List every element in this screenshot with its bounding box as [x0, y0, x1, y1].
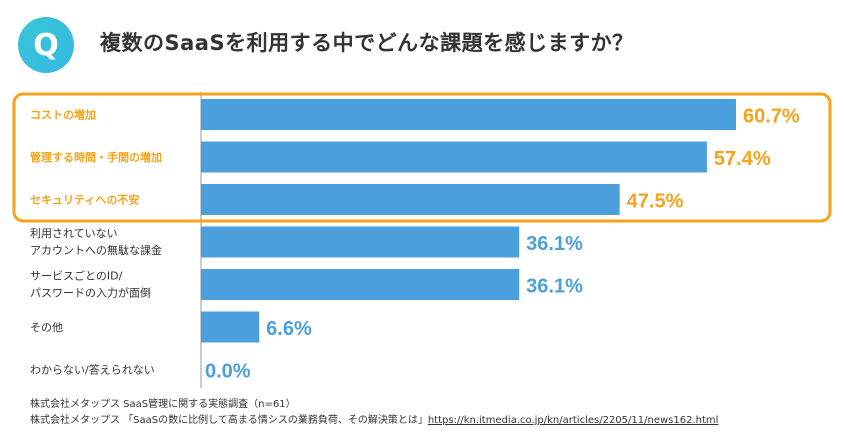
- highlight-box: [12, 92, 832, 223]
- category-label-3-line-0: 利用されていない: [30, 227, 118, 240]
- bar-4: [201, 269, 520, 300]
- bar-1: [201, 141, 707, 173]
- question-badge-letter: Q: [33, 27, 59, 63]
- footnote-survey: 株式会社メタップス SaaS管理に関する実態調査（n=61）: [30, 399, 296, 410]
- bar-2: [201, 184, 620, 215]
- bar-3: [201, 226, 520, 258]
- category-label-1: 管理する時間・手間の増加: [30, 150, 162, 164]
- value-label-2: 47.5%: [627, 191, 684, 213]
- value-label-3: 36.1%: [526, 233, 583, 255]
- question-badge: Q: [18, 17, 74, 73]
- question-title: 複数のSaaSを利用する中でどんな課題を感じますか？: [100, 31, 634, 55]
- value-label-6: 0.0%: [205, 361, 251, 383]
- value-label-5: 6.6%: [266, 318, 312, 340]
- category-label-2: セキュリティへの不安: [30, 193, 139, 207]
- bar-5: [201, 311, 260, 343]
- value-label-1: 57.4%: [714, 148, 771, 170]
- footnote-source: 株式会社メタップス 「SaaSの数に比例して高まる情シスの業務負荷、その解決策と…: [30, 411, 718, 426]
- category-label-0: コストの増加: [30, 108, 96, 122]
- value-label-0: 60.7%: [743, 106, 800, 128]
- category-label-6: わからない/答えられない: [30, 363, 155, 377]
- bar-chart: 60.7% コストの増加 57.4% 管理する時間・手間の増加 47.5% セキュリティへ…: [12, 92, 832, 388]
- category-label-4-line-0: サービスごとのID/: [30, 269, 123, 283]
- category-label-4-line-1: パスワードの入力が面倒: [30, 286, 151, 300]
- value-label-4: 36.1%: [526, 276, 583, 298]
- footnote-source-text: 株式会社メタップス 「SaaSの数に比例して高まる情シスの業務負荷、その解決策と…: [30, 415, 428, 426]
- category-label-3-line-1: アカウントへの無駄な課金: [30, 243, 162, 257]
- source-link[interactable]: https://kn.itmedia.co.jp/kn/articles/220…: [427, 415, 719, 426]
- category-label-5: その他: [30, 321, 63, 334]
- bar-0: [201, 99, 736, 130]
